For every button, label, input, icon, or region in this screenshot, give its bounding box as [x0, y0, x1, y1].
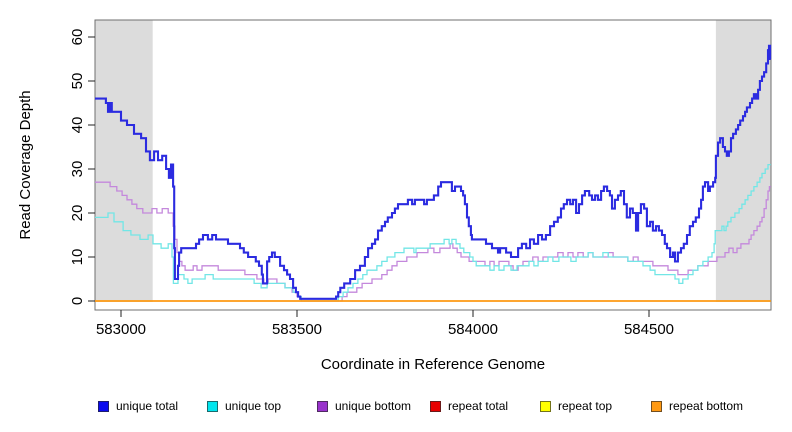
legend-swatch-icon [207, 400, 218, 412]
legend-item-unique-top: unique top [207, 398, 281, 414]
y-tick-label: 10 [69, 249, 86, 266]
y-tick-label: 40 [69, 117, 86, 134]
legend-label: unique bottom [335, 399, 412, 413]
legend-item-unique-bottom: unique bottom [317, 398, 411, 414]
x-tick-label: 583000 [96, 321, 146, 338]
x-tick-label: 583500 [272, 321, 322, 338]
y-tick-label: 60 [69, 29, 86, 46]
legend-label: repeat top [558, 399, 613, 413]
y-axis-title: Read Coverage Depth [17, 90, 34, 239]
repeat-region-right [715, 20, 771, 302]
legend-swatch-icon [430, 400, 441, 412]
legend-label: repeat total [448, 399, 509, 413]
legend-swatch-icon [540, 400, 551, 412]
y-tick-label: 0 [69, 297, 86, 305]
x-axis-title: Coordinate in Reference Genome [321, 356, 545, 373]
legend-item-repeat-total: repeat total [430, 398, 508, 414]
y-tick-label: 30 [69, 161, 86, 178]
legend-item-unique-total: unique total [98, 398, 178, 414]
legend-item-repeat-top: repeat top [540, 398, 612, 414]
y-tick-label: 20 [69, 205, 86, 222]
legend-item-repeat-bottom: repeat bottom [651, 398, 743, 414]
plot-box [94, 19, 772, 311]
legend-swatch-icon [98, 400, 109, 412]
x-tick-label: 584500 [624, 321, 674, 338]
legend-swatch-icon [317, 400, 328, 412]
series-unique-bottom [95, 181, 771, 302]
legend-label: unique total [116, 399, 179, 413]
plot-legend: unique total unique top unique bottom repea… [0, 398, 792, 418]
series-unique-total [95, 44, 772, 300]
series-unique-top [95, 163, 771, 302]
legend-label: repeat bottom [669, 399, 744, 413]
repeat-region-left [94, 20, 153, 302]
x-tick-label: 584000 [448, 321, 498, 338]
y-tick-label: 50 [69, 73, 86, 90]
legend-swatch-icon [651, 400, 662, 412]
legend-label: unique top [225, 399, 282, 413]
